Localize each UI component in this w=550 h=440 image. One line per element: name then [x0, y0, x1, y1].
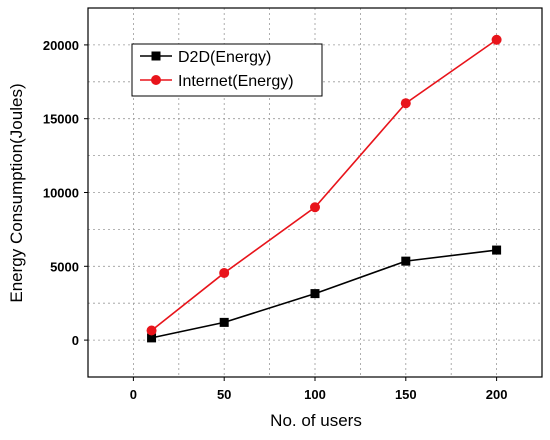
x-tick-label: 150	[395, 387, 417, 402]
legend-label-internet: Internet(Energy)	[178, 73, 294, 90]
data-point-internet-energy	[491, 34, 502, 45]
legend-marker-internet	[151, 75, 161, 85]
data-point-d2d-energy	[310, 289, 320, 299]
x-tick-label: 0	[130, 387, 137, 402]
x-tick-label: 50	[217, 387, 231, 402]
data-point-d2d-energy	[492, 245, 502, 255]
axis-ticks: 0 50 100 150 200 0 5000 10000 15000 20000	[43, 38, 508, 402]
y-axis-title: Energy Consumption(Joules)	[7, 83, 26, 302]
legend-marker-d2d	[151, 51, 161, 61]
x-tick-label: 200	[486, 387, 508, 402]
data-point-internet-energy	[400, 98, 411, 109]
legend-box	[131, 43, 323, 97]
data-point-internet-energy	[310, 202, 320, 213]
legend-label-d2d: D2D(Energy)	[178, 49, 271, 66]
data-point-d2d-energy	[219, 317, 229, 327]
x-axis-title: No. of users	[270, 411, 362, 430]
y-tick-label: 5000	[50, 259, 79, 274]
y-tick-label: 15000	[43, 112, 79, 127]
series-layer	[146, 34, 502, 343]
data-point-d2d-energy	[147, 333, 157, 343]
series-line-d2d-energy	[151, 249, 497, 339]
data-point-d2d-energy	[401, 256, 411, 266]
data-point-internet-energy	[219, 267, 230, 278]
y-tick-label: 10000	[43, 186, 79, 201]
data-point-internet-energy	[146, 325, 157, 336]
legend: D2D(Energy) Internet(Energy)	[131, 43, 323, 97]
y-tick-label: 20000	[43, 38, 79, 53]
y-tick-label: 0	[72, 333, 79, 348]
x-tick-label: 100	[304, 387, 326, 402]
